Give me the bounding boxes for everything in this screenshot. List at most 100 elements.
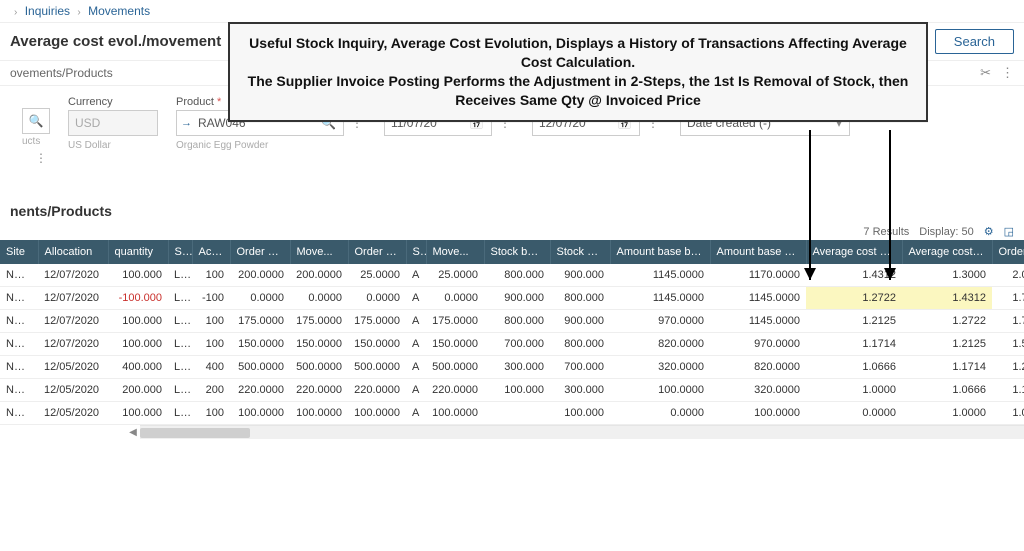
cell: LB <box>168 310 192 333</box>
cell: 1.1714 <box>806 333 902 356</box>
cell: 320.0000 <box>710 379 806 402</box>
annotation-callout: Useful Stock Inquiry, Average Cost Evolu… <box>228 22 928 122</box>
col-order-va[interactable]: Order va... <box>348 240 406 264</box>
cell: 1.4312 <box>806 264 902 287</box>
cell: 500.0000 <box>230 356 290 379</box>
more-icon[interactable]: ⋮ <box>1001 65 1014 81</box>
cell: 200.0000 <box>230 264 290 287</box>
cell: 0.0000 <box>610 402 710 425</box>
display-value[interactable]: 50 <box>961 226 973 238</box>
currency-value <box>73 115 153 131</box>
cell: 200 <box>192 379 230 402</box>
toolbar-icons: ✂ ⋮ <box>980 65 1014 81</box>
cell: 900.000 <box>550 264 610 287</box>
table-row[interactable]: NA02112/05/2020200.000LB200220.0000220.0… <box>0 379 1024 402</box>
display-label: Display: <box>919 226 958 238</box>
search-button[interactable]: Search <box>935 29 1014 54</box>
cell: 100.0000 <box>426 402 484 425</box>
col-site[interactable]: Site <box>0 240 38 264</box>
cell <box>484 402 550 425</box>
cell: 820.0000 <box>710 356 806 379</box>
table-row[interactable]: NA02112/05/2020100.000LB100100.0000100.0… <box>0 402 1024 425</box>
cell: 1.1714 <box>902 356 992 379</box>
filter-stub-helper: ucts <box>22 136 50 147</box>
cell: LB <box>168 379 192 402</box>
col-order-am[interactable]: Order am... <box>230 240 290 264</box>
cell: -100.000 <box>108 287 168 310</box>
cell: NA021 <box>0 264 38 287</box>
cell: 1145.0000 <box>710 287 806 310</box>
col-amount-base-before[interactable]: Amount base before <box>610 240 710 264</box>
cell: 100 <box>192 264 230 287</box>
cell: 1.5000 <box>992 333 1024 356</box>
cell: 150.0000 <box>230 333 290 356</box>
cell: 12/05/2020 <box>38 356 108 379</box>
scrollbar-thumb[interactable] <box>140 428 250 438</box>
table-row[interactable]: NA02112/07/2020100.000LB100200.0000200.0… <box>0 264 1024 287</box>
cell: 0.0000 <box>290 287 348 310</box>
currency-label: Currency <box>68 96 158 108</box>
cell: 0.0000 <box>230 287 290 310</box>
callout-line1: Useful Stock Inquiry, Average Cost Evolu… <box>244 34 912 72</box>
col-move[interactable]: Move... <box>290 240 348 264</box>
cell: 175.0000 <box>426 310 484 333</box>
cell: 100.0000 <box>290 402 348 425</box>
cell: LB <box>168 356 192 379</box>
expand-icon[interactable]: ◲ <box>1004 225 1014 238</box>
cell: 100.0000 <box>230 402 290 425</box>
cell: 12/07/2020 <box>38 264 108 287</box>
cell: A <box>406 356 426 379</box>
search-icon: 🔍 <box>26 114 47 128</box>
cell: 100 <box>192 402 230 425</box>
col-order-price[interactable]: Order price <box>992 240 1024 264</box>
cell: 1.0000 <box>992 402 1024 425</box>
col-move2[interactable]: Move... <box>426 240 484 264</box>
breadcrumb-inquiries[interactable]: Inquiries <box>25 4 70 18</box>
cell: 820.0000 <box>610 333 710 356</box>
table-row[interactable]: NA02112/07/2020100.000LB100175.0000175.0… <box>0 310 1024 333</box>
cell: 100.000 <box>550 402 610 425</box>
chevron-right-icon: › <box>73 7 84 18</box>
cell: 1.7500 <box>992 310 1024 333</box>
cell: 100 <box>192 333 230 356</box>
crossed-tools-icon[interactable]: ✂ <box>980 65 991 81</box>
cell: NA021 <box>0 402 38 425</box>
filter-stub-label <box>22 96 50 108</box>
scroll-left-icon[interactable]: ◀ <box>126 426 140 440</box>
cell: 1.2125 <box>902 333 992 356</box>
table-row[interactable]: NA02112/07/2020-100.000LB-1000.00000.000… <box>0 287 1024 310</box>
cell: 12/05/2020 <box>38 402 108 425</box>
col-s[interactable]: S... <box>168 240 192 264</box>
horizontal-scrollbar[interactable]: ◀ <box>140 425 1024 439</box>
cell: 150.0000 <box>290 333 348 356</box>
cell: 100.000 <box>108 310 168 333</box>
col-amount-base-after[interactable]: Amount base after <box>710 240 806 264</box>
cell: 300.000 <box>484 356 550 379</box>
product-helper: Organic Egg Powder <box>176 140 366 151</box>
table-row[interactable]: NA02112/05/2020400.000LB400500.0000500.0… <box>0 356 1024 379</box>
cell: 150.0000 <box>426 333 484 356</box>
results-meta: 7 Results Display: 50 ⚙ ◲ <box>0 223 1024 240</box>
more-icon[interactable]: ⋮ <box>32 151 50 165</box>
col-avg-cost-after[interactable]: Average cost after <box>902 240 992 264</box>
col-quantity[interactable]: quantity <box>108 240 168 264</box>
cell: NA021 <box>0 310 38 333</box>
cell: 400 <box>192 356 230 379</box>
col-avg-cost-before[interactable]: Average cost before <box>806 240 902 264</box>
cell: 500.0000 <box>290 356 348 379</box>
cell: 1.4312 <box>902 287 992 310</box>
breadcrumb-movements[interactable]: Movements <box>88 4 150 18</box>
col-allocation[interactable]: Allocation <box>38 240 108 264</box>
col-acti[interactable]: Acti... <box>192 240 230 264</box>
cell: 100.0000 <box>710 402 806 425</box>
col-stock-after[interactable]: Stock after <box>550 240 610 264</box>
col-stock-before[interactable]: Stock before <box>484 240 550 264</box>
cell: 800.000 <box>484 310 550 333</box>
col-s2[interactable]: S... <box>406 240 426 264</box>
gear-icon[interactable]: ⚙ <box>984 225 994 238</box>
cell: LB <box>168 264 192 287</box>
filter-stub-search[interactable]: 🔍 <box>22 108 50 134</box>
table-row[interactable]: NA02112/07/2020100.000LB100150.0000150.0… <box>0 333 1024 356</box>
cell: LB <box>168 402 192 425</box>
cell: A <box>406 402 426 425</box>
